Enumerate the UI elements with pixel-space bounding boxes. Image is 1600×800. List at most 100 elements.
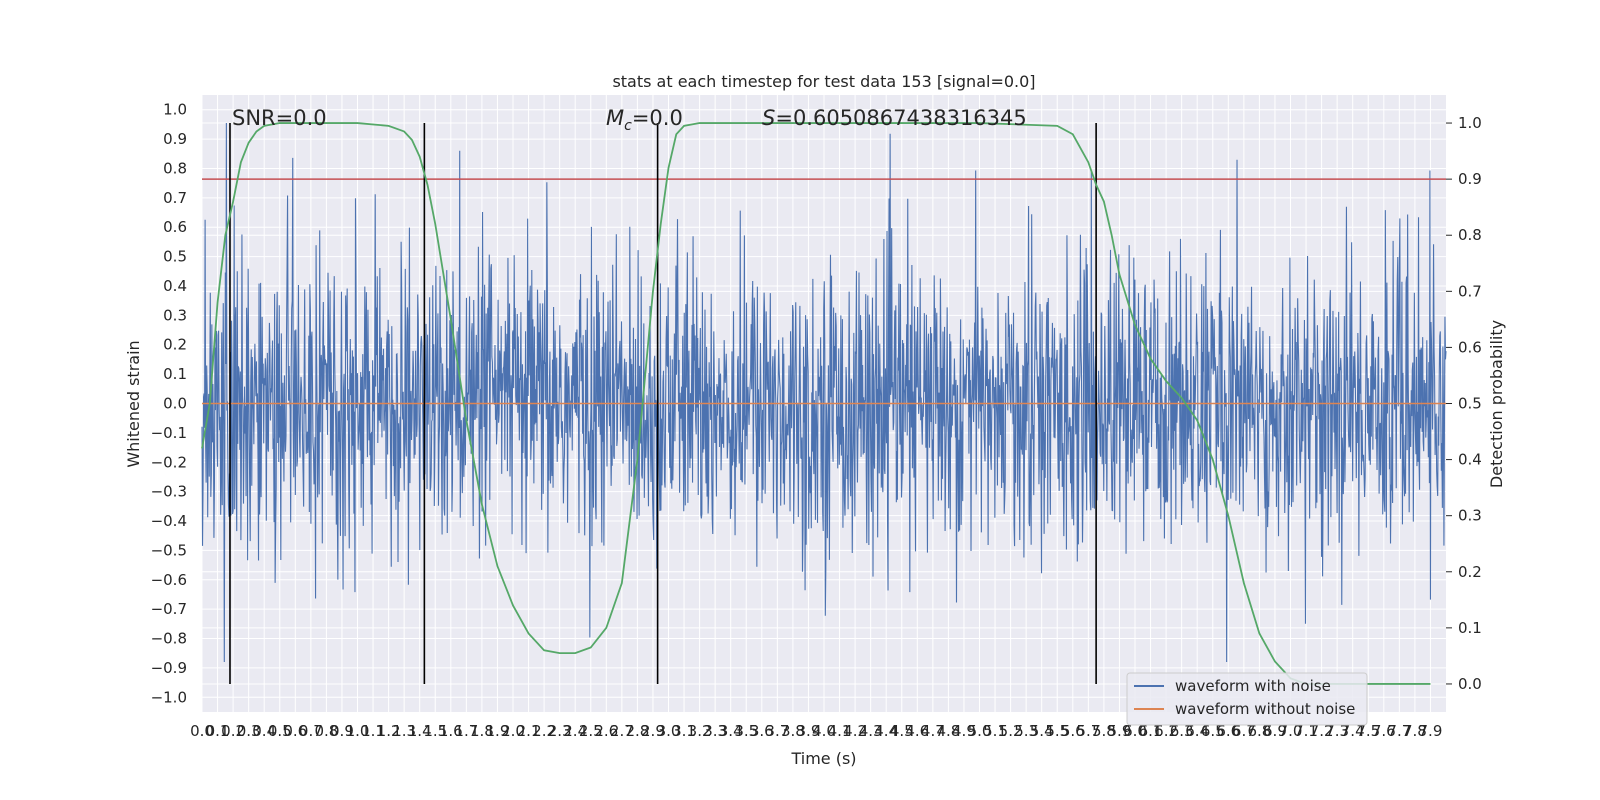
x-tick-label: 0.9 xyxy=(330,722,354,740)
legend-label-clean: waveform without noise xyxy=(1175,700,1355,718)
y-tick-label: −0.3 xyxy=(151,483,187,501)
x-tick-label: 1.6 xyxy=(439,722,463,740)
x-tick-label: 4.2 xyxy=(843,722,867,740)
x-tick-label: 3.5 xyxy=(734,722,758,740)
y-tick-label: 0.4 xyxy=(163,277,187,295)
x-tick-label: 4.5 xyxy=(890,722,914,740)
y2-axis-ticks: 1.0 0.9 0.8 0.7 0.6 0.5 0.4 0.3 0.2 0.1 0.0 xyxy=(1446,114,1482,693)
s-value: =0.6050867438316345 xyxy=(775,106,1026,130)
x-axis-ticks: 0.00.10.20.30.40.50.60.70.80.91.01.11.21… xyxy=(190,722,1442,740)
x-tick-label: 3.2 xyxy=(688,722,712,740)
x-tick-label: 7.2 xyxy=(1310,722,1334,740)
x-tick-label: 1.7 xyxy=(454,722,478,740)
legend-box xyxy=(1126,672,1368,726)
y-tick-label: 0.6 xyxy=(163,218,187,236)
legend: waveform with noise waveform without noi… xyxy=(1126,672,1368,726)
x-tick-label: 6.6 xyxy=(1216,722,1240,740)
x-tick-label: 5.6 xyxy=(1061,722,1085,740)
x-tick-label: 6.4 xyxy=(1185,722,1209,740)
x-tick-label: 2.4 xyxy=(563,722,587,740)
x-tick-label: 4.3 xyxy=(859,722,883,740)
y-tick-label: 1.0 xyxy=(163,101,187,119)
mc-symbol: M xyxy=(606,106,624,130)
x-tick-label: 5.0 xyxy=(968,722,992,740)
x-tick-label: 7.1 xyxy=(1294,722,1318,740)
x-tick-label: 6.2 xyxy=(1154,722,1178,740)
y2-tick-label: 0.9 xyxy=(1458,170,1482,188)
y2-tick-label: 0.8 xyxy=(1458,226,1482,244)
x-tick-label: 1.2 xyxy=(377,722,401,740)
x-tick-label: 0.7 xyxy=(299,722,323,740)
y-tick-label: −0.1 xyxy=(151,424,187,442)
s-annotation: S=0.6050867438316345 xyxy=(762,106,1027,130)
x-tick-label: 6.1 xyxy=(1139,722,1163,740)
x-tick-label: 2.5 xyxy=(579,722,603,740)
waveform-with-noise-line xyxy=(201,123,1447,663)
y-tick-label: −0.2 xyxy=(151,453,187,471)
y2-tick-label: 0.2 xyxy=(1458,563,1482,581)
x-tick-label: 7.9 xyxy=(1419,722,1443,740)
legend-label-noise: waveform with noise xyxy=(1175,677,1331,695)
x-tick-label: 7.3 xyxy=(1325,722,1349,740)
x-tick-label: 0.5 xyxy=(268,722,292,740)
x-tick-label: 7.5 xyxy=(1356,722,1380,740)
waveform-with-noise-series xyxy=(201,123,1447,663)
y2-tick-label: 0.3 xyxy=(1458,507,1482,525)
y-tick-label: 0.2 xyxy=(163,336,187,354)
y-axis-label: Whitened strain xyxy=(124,340,143,467)
x-tick-label: 7.4 xyxy=(1341,722,1365,740)
y-tick-label: −0.6 xyxy=(151,571,187,589)
y2-tick-label: 0.4 xyxy=(1458,451,1482,469)
x-tick-label: 2.3 xyxy=(548,722,572,740)
chart-title: stats at each timestep for test data 153… xyxy=(612,72,1035,91)
y-tick-label: −0.7 xyxy=(151,600,187,618)
x-tick-label: 5.9 xyxy=(1108,722,1132,740)
y-tick-label: 0.5 xyxy=(163,248,187,266)
y-tick-label: 0.9 xyxy=(163,130,187,148)
x-tick-label: 4.0 xyxy=(812,722,836,740)
x-tick-label: 6.8 xyxy=(1247,722,1271,740)
y-tick-label: 0.0 xyxy=(163,395,187,413)
y-tick-label: −0.4 xyxy=(151,512,187,530)
x-tick-label: 0.1 xyxy=(206,722,230,740)
y-tick-label: −0.5 xyxy=(151,541,187,559)
x-tick-label: 5.4 xyxy=(1030,722,1054,740)
x-tick-label: 2.6 xyxy=(594,722,618,740)
y-tick-label: 0.8 xyxy=(163,159,187,177)
y-tick-label: 0.7 xyxy=(163,189,187,207)
x-tick-label: 0.0 xyxy=(190,722,214,740)
x-tick-label: 5.2 xyxy=(999,722,1023,740)
x-tick-label: 1.5 xyxy=(423,722,447,740)
x-tick-label: 7.7 xyxy=(1387,722,1411,740)
x-tick-label: 4.7 xyxy=(921,722,945,740)
y-tick-label: 0.3 xyxy=(163,306,187,324)
x-tick-label: 3.0 xyxy=(657,722,681,740)
x-tick-label: 2.2 xyxy=(532,722,556,740)
s-symbol: S xyxy=(762,106,775,130)
x-tick-label: 5.5 xyxy=(1045,722,1069,740)
x-tick-label: 6.7 xyxy=(1232,722,1256,740)
y-tick-label: −1.0 xyxy=(151,688,187,706)
y-tick-label: −0.9 xyxy=(151,659,187,677)
x-tick-label: 2.9 xyxy=(641,722,665,740)
x-tick-label: 6.0 xyxy=(1123,722,1147,740)
mc-value: =0.0 xyxy=(632,106,683,130)
overlays xyxy=(201,122,1446,685)
y2-tick-label: 0.1 xyxy=(1458,619,1482,637)
y2-tick-label: 1.0 xyxy=(1458,114,1482,132)
x-tick-label: 4.8 xyxy=(936,722,960,740)
y2-tick-label: 0.5 xyxy=(1458,395,1482,413)
x-tick-label: 3.6 xyxy=(750,722,774,740)
x-tick-label: 7.8 xyxy=(1403,722,1427,740)
x-tick-label: 0.3 xyxy=(237,722,261,740)
x-tick-label: 1.9 xyxy=(486,722,510,740)
y2-axis-label: Detection probability xyxy=(1487,320,1506,488)
x-tick-label: 3.4 xyxy=(719,722,743,740)
detection-probability-line xyxy=(201,122,1431,685)
x-tick-label: 5.1 xyxy=(983,722,1007,740)
x-tick-label: 2.7 xyxy=(610,722,634,740)
x-tick-label: 2.1 xyxy=(517,722,541,740)
x-tick-label: 3.9 xyxy=(797,722,821,740)
x-tick-label: 5.3 xyxy=(1014,722,1038,740)
